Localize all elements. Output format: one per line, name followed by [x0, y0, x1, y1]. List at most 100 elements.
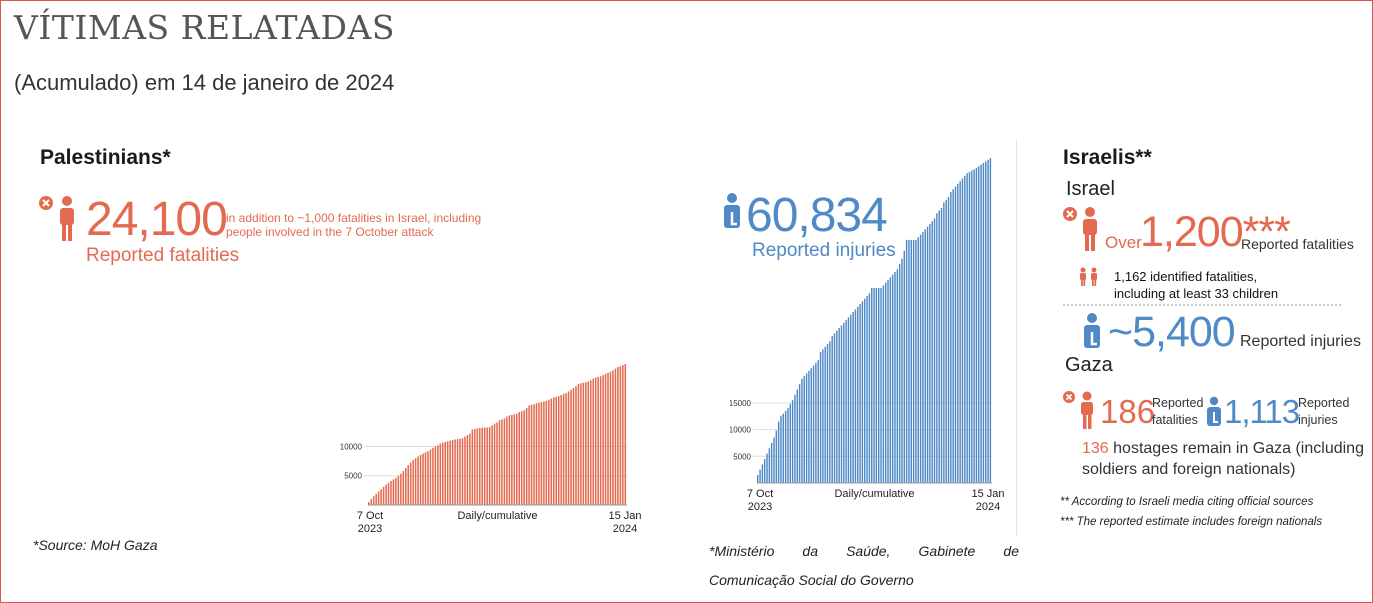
- injuries-bar: [973, 169, 975, 483]
- injuries-bar: [791, 400, 794, 483]
- fatalities-bar: [483, 427, 486, 505]
- fatalities-bar: [614, 368, 617, 505]
- fatalities-bar: [451, 440, 454, 505]
- injuries-bar: [824, 346, 826, 483]
- fatalities-bar: [446, 441, 449, 505]
- injuries-x-end-year: 2024: [976, 501, 1000, 513]
- injuries-bar: [815, 362, 817, 483]
- gaza-injuries-label-line1: Reported: [1298, 396, 1350, 410]
- injuries-bar: [798, 384, 801, 483]
- fatalities-bar: [624, 364, 627, 505]
- fatalities-bar: [493, 423, 496, 505]
- fatalities-bar: [560, 395, 562, 505]
- injuries-bar: [884, 282, 887, 483]
- fatalities-bar: [429, 449, 432, 505]
- injuries-bar: [947, 197, 950, 483]
- fatalities-xlabel: Daily/cumulative: [457, 510, 537, 522]
- gaza-fatalities-label-line2: fatalities: [1152, 413, 1198, 427]
- children-icon: [1080, 267, 1097, 286]
- fatalities-bar: [397, 475, 400, 505]
- fatalities-bar: [459, 438, 461, 505]
- fatalities-bar: [535, 403, 538, 505]
- israel-over-label: Over: [1105, 233, 1142, 252]
- gaza-fatality-icon: [1063, 391, 1093, 429]
- fatalities-bar: [553, 397, 555, 505]
- injuries-bar: [975, 167, 978, 484]
- israel-fatalities-value: 1,200***: [1140, 208, 1291, 256]
- fatalities-bar: [538, 402, 540, 505]
- injuries-x-start-year: 2023: [748, 501, 772, 513]
- injuries-bar: [938, 210, 940, 483]
- source-right-line2: Comunicação Social do Governo: [709, 572, 914, 588]
- injuries-bar: [908, 239, 910, 483]
- fatalities-bar: [405, 468, 407, 505]
- fatalities-bar: [550, 398, 553, 505]
- injuries-bar: [894, 271, 896, 483]
- palestinian-fatalities-value: 24,100: [86, 193, 228, 246]
- injuries-bar: [891, 274, 894, 483]
- injuries-bar: [961, 178, 964, 484]
- injuries-bar: [905, 239, 908, 483]
- fatalities-bar: [617, 366, 619, 505]
- fatalities-bar: [476, 428, 479, 505]
- fatalities-x-start-year: 2023: [358, 523, 382, 535]
- fatalities-bar: [488, 427, 491, 505]
- fatalities-bar: [498, 420, 501, 505]
- fatalities-bar: [434, 446, 437, 505]
- fatalities-bar: [557, 396, 560, 505]
- israel-injured-icon: [1084, 313, 1100, 348]
- hostages-number: 136: [1082, 440, 1109, 457]
- injuries-bar: [873, 288, 875, 483]
- fatalities-bar: [604, 373, 607, 505]
- injuries-bar: [968, 172, 971, 483]
- fatalities-bar: [590, 380, 592, 505]
- injuries-bar: [784, 410, 787, 483]
- injuries-bar: [950, 191, 952, 483]
- page-subtitle: (Acumulado) em 14 de janeiro de 2024: [14, 70, 395, 95]
- fatalities-bar: [580, 383, 582, 505]
- fatalities-bar: [582, 382, 585, 505]
- fatalities-bar: [407, 465, 409, 505]
- fatalities-bar: [479, 428, 481, 505]
- israel-injuries-value: ~5,400: [1108, 308, 1236, 356]
- injuries-bar: [971, 170, 973, 483]
- injuries-bar: [980, 164, 982, 483]
- injuries-bar: [757, 474, 759, 483]
- fatalities-bar: [372, 496, 375, 505]
- injuries-xlabel: Daily/cumulative: [834, 488, 914, 500]
- injuries-bar: [822, 349, 824, 483]
- fatalities-bar: [607, 372, 609, 505]
- fatalities-bar: [518, 411, 520, 505]
- injuries-bar: [943, 202, 945, 483]
- fatalities-bar: [368, 502, 370, 505]
- fatalities-bar: [481, 427, 483, 505]
- source-left: *Source: MoH Gaza: [33, 537, 158, 553]
- fatalities-bar: [437, 445, 439, 505]
- fatalities-bar: [523, 410, 525, 505]
- fatalities-bar: [622, 365, 624, 505]
- footnote-media: ** According to Israeli media citing off…: [1060, 496, 1314, 508]
- dotted-separator: [1063, 304, 1341, 306]
- injuries-bar: [761, 464, 764, 483]
- fatalities-bar: [599, 376, 602, 505]
- fatalities-bar: [469, 433, 471, 505]
- injuries-bar: [840, 325, 843, 483]
- fatalities-x-start-label: 7 Oct: [357, 510, 383, 522]
- fatalities-bar: [513, 414, 516, 505]
- injuries-bar: [833, 333, 836, 483]
- injuries-bar: [982, 162, 985, 484]
- fatalities-bar: [540, 402, 543, 505]
- injuries-bar: [912, 239, 915, 483]
- fatalities-bar: [612, 370, 614, 505]
- fatalities-bar: [567, 391, 570, 505]
- fatalities-bar: [508, 415, 511, 505]
- hostages-line1: 136 hostages remain in Gaza (including: [1082, 440, 1364, 458]
- injuries-bar: [808, 370, 810, 483]
- fatalities-bar: [565, 393, 567, 505]
- fatality-person-icon: [39, 196, 74, 241]
- israel-heading: Israel: [1066, 178, 1115, 200]
- injuries-bar: [777, 421, 780, 483]
- injuries-bar: [901, 258, 903, 483]
- israel-fatalities-label: Reported fatalities: [1241, 236, 1354, 252]
- fatalities-bar: [506, 416, 508, 505]
